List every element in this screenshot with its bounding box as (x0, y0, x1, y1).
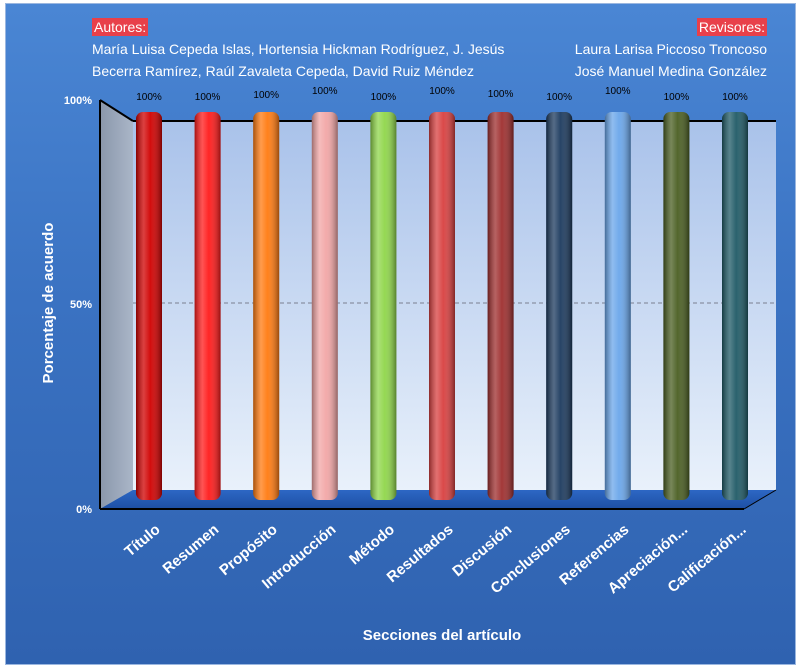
bar (604, 112, 631, 500)
bar-value-label: 100% (371, 92, 397, 103)
reviewers-block: Revisores: Laura Larisa Piccoso Troncoso… (507, 16, 767, 82)
bar (429, 112, 455, 500)
bar (194, 112, 221, 500)
bar-value-label: 100% (195, 92, 221, 103)
y-tick-label: 50% (70, 299, 92, 311)
x-axis-title: Secciones del artículo (363, 627, 521, 644)
bar-value-label: 100% (253, 90, 279, 101)
plot-side-wall (100, 100, 133, 509)
authors-line-2: Becerra Ramírez, Raúl Zavaleta Cepeda, D… (92, 63, 475, 79)
authors-tag: Autores: (92, 18, 149, 36)
bar-value-label: 100% (312, 86, 338, 97)
bar (663, 112, 690, 500)
bar-value-label: 100% (664, 92, 690, 103)
bar-series (136, 112, 748, 500)
bar (311, 112, 338, 500)
bar (487, 112, 514, 500)
x-tick-label: Título (121, 521, 163, 560)
bar-value-label: 100% (429, 86, 455, 97)
top-side-edge (99, 99, 134, 122)
reviewers-tag: Revisores: (696, 18, 767, 36)
x-tick-label: Resumen (160, 521, 223, 577)
bar (546, 112, 573, 500)
bar-value-label: 100% (488, 89, 514, 100)
bar-value-label: 100% (136, 92, 162, 103)
authors-block: Autores: María Luisa Cepeda Islas, Horte… (92, 16, 512, 82)
floor-right-edge (743, 489, 777, 510)
bar-value-label: 100% (722, 92, 748, 103)
y-tick-label: 0% (76, 504, 92, 516)
bar (253, 112, 280, 500)
bar (370, 112, 397, 500)
bar (136, 112, 162, 500)
y-axis-title: Porcentaje de acuerdo (40, 223, 57, 384)
bar-value-label: 100% (605, 86, 631, 97)
y-tick-label: 100% (64, 95, 92, 107)
reviewers-line-2: José Manuel Medina González (574, 63, 767, 79)
data-labels: 100% 100% 100% 100% 100% 100% 100% 100% 100% 100%… (136, 86, 748, 103)
authors-line-1: María Luisa Cepeda Islas, Hortensia Hick… (92, 41, 505, 57)
bar-value-label: 100% (546, 92, 572, 103)
x-tick-label: Método (346, 521, 398, 568)
reviewers-line-1: Laura Larisa Piccoso Troncoso (574, 41, 767, 57)
bar (722, 112, 748, 500)
